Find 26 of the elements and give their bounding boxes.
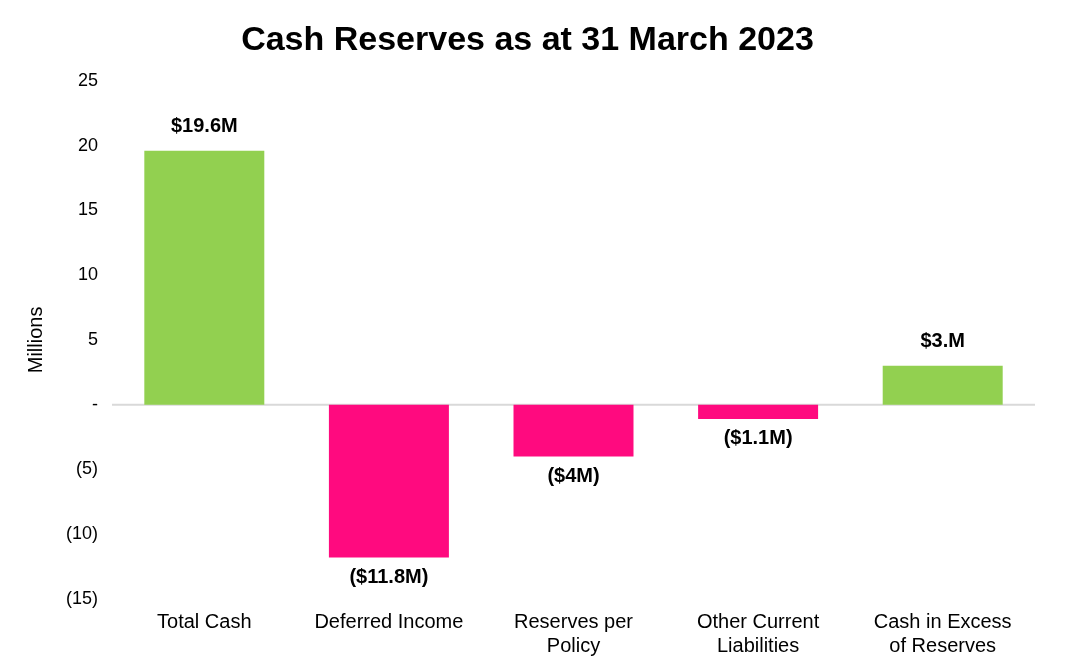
chart-title: Cash Reserves as at 31 March 2023 (241, 18, 814, 57)
data-label: $3.M (920, 329, 965, 352)
x-tick-label: Total Cash (157, 609, 252, 632)
y-axis-title: Millions (23, 306, 46, 374)
x-tick-label: Cash in Excess of Reserves (873, 609, 1012, 656)
y-tick-label: 5 (87, 328, 99, 349)
data-label: ($4M) (547, 464, 600, 487)
y-tick-label: 15 (77, 199, 99, 220)
bar (144, 150, 265, 405)
x-tick-label: Reserves per Policy (514, 609, 634, 656)
data-label: ($11.8M) (349, 565, 429, 588)
data-label: $19.6M (170, 114, 238, 137)
y-tick-label: 10 (77, 264, 99, 285)
y-tick-label: - (92, 393, 99, 414)
y-tick-label: 25 (77, 69, 99, 90)
y-tick-label: 20 (77, 134, 99, 155)
bar (698, 404, 819, 419)
x-tick-label: Deferred Income (314, 609, 464, 632)
data-label: ($1.1M) (723, 426, 793, 449)
y-tick-label: (15) (65, 587, 99, 608)
y-tick-label: (5) (76, 458, 99, 479)
bar (513, 404, 634, 457)
bar (882, 365, 1003, 405)
bar (328, 404, 449, 558)
x-tick-label: Other Current Liabilities (696, 609, 820, 656)
y-tick-label: (10) (65, 523, 99, 544)
